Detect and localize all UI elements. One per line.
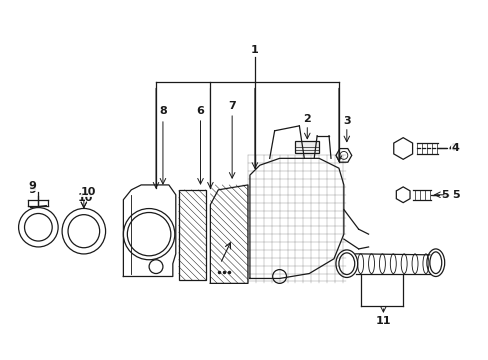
Polygon shape (295, 141, 319, 153)
Text: 11: 11 (375, 316, 390, 326)
Text: 2: 2 (303, 114, 310, 124)
Text: 4: 4 (448, 144, 456, 153)
Text: 9: 9 (28, 185, 36, 195)
Text: 9: 9 (28, 181, 36, 191)
Text: 10: 10 (81, 187, 96, 197)
Text: 4: 4 (451, 144, 459, 153)
Text: 5: 5 (451, 190, 458, 200)
Text: 6: 6 (196, 106, 204, 116)
Text: 8: 8 (159, 106, 166, 116)
Text: 3: 3 (342, 116, 350, 126)
Text: 1: 1 (250, 45, 258, 55)
Text: 7: 7 (228, 101, 236, 111)
Text: 5: 5 (440, 190, 447, 200)
Text: 10: 10 (78, 193, 93, 203)
